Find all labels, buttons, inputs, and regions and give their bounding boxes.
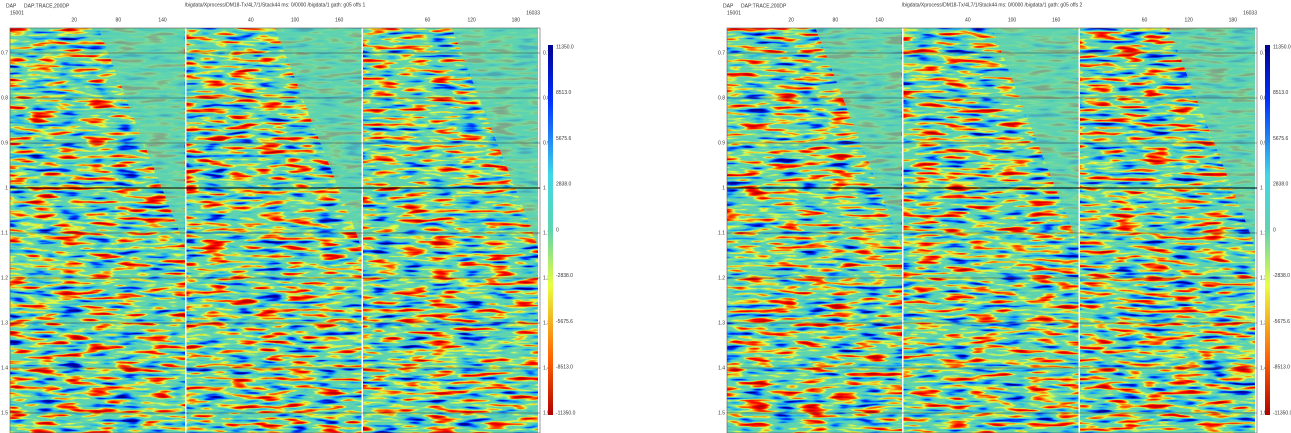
y-label-right: 1.5 <box>1260 410 1267 416</box>
y-label: 1.3 <box>718 320 725 326</box>
y-label-right: 0.9 <box>543 140 550 146</box>
colorbar-label: 11350.0 <box>1273 44 1291 50</box>
panel-title: /bigdata/Xprocess/DM18-Tx/4L7/1/Stack44 … <box>902 2 1083 8</box>
x-label: 40 <box>965 17 971 23</box>
y-label: 0.8 <box>1 95 8 101</box>
plot-frame <box>726 27 1258 433</box>
colorbar-label: -11350.0 <box>556 410 576 416</box>
colorbar-label: -8513.0 <box>556 365 573 371</box>
colorbar-label: -5675.6 <box>556 319 573 325</box>
y-label-right: 1.4 <box>1260 365 1267 371</box>
y-label-right: 1.2 <box>543 275 550 281</box>
y-label: 1.4 <box>1 365 8 371</box>
mute-zone <box>815 28 902 248</box>
y-label: 0.9 <box>718 140 725 146</box>
panel: DAP DAP:TRACE,200DP/bigdata/Xprocess/DM18… <box>1 2 576 433</box>
x-label: 180 <box>1229 17 1238 23</box>
colorbar-label: 5675.6 <box>1273 136 1289 142</box>
y-label-right: 0.7 <box>543 50 550 56</box>
y-label-right: 1.1 <box>543 230 550 236</box>
y-label-right: 1.3 <box>1260 320 1267 326</box>
colorbar-label: -11350.0 <box>1273 410 1291 416</box>
colorbar-label: 2838.0 <box>556 182 572 188</box>
y-label: 0.8 <box>718 95 725 101</box>
y-label-right: 0.8 <box>1260 95 1267 101</box>
x-label: 100 <box>291 17 300 23</box>
trace-end: 16033 <box>1243 10 1257 16</box>
header-path: DAP:TRACE,200DP <box>741 3 787 9</box>
colorbar-label: 8513.0 <box>556 90 572 96</box>
y-label-right: 1 <box>543 185 546 191</box>
y-label: 1 <box>722 185 725 191</box>
trace-start: 15001 <box>727 10 741 16</box>
y-label: 0.9 <box>1 140 8 146</box>
mute-zone <box>1168 28 1255 248</box>
y-label: 0.7 <box>718 50 725 56</box>
panel: DAP DAP:TRACE,200DP/bigdata/Xprocess/DM18… <box>718 2 1291 433</box>
colorbar-label: -2838.0 <box>556 273 573 279</box>
x-label: 100 <box>1008 17 1017 23</box>
colorbar-label: 0 <box>1273 227 1276 233</box>
y-label: 1.4 <box>718 365 725 371</box>
trace-start: 15001 <box>10 10 24 16</box>
y-label-right: 0.9 <box>1260 140 1267 146</box>
x-label: 40 <box>248 17 254 23</box>
colorbar <box>1265 45 1270 415</box>
x-label: 140 <box>158 17 167 23</box>
y-label: 1.5 <box>718 410 725 416</box>
panel-title: /bigdata/Xprocess/DM18-Tx/4L7/1/Stack44 … <box>185 2 366 8</box>
y-label: 1.1 <box>718 230 725 236</box>
colorbar <box>548 45 553 415</box>
y-label: 1.2 <box>1 275 8 281</box>
y-label: 1.3 <box>1 320 8 326</box>
x-label: 140 <box>875 17 884 23</box>
y-label-right: 1.4 <box>543 365 550 371</box>
y-label-right: 1 <box>1260 185 1263 191</box>
x-label: 20 <box>788 17 794 23</box>
colorbar-label: 8513.0 <box>1273 90 1289 96</box>
y-label-right: 1.1 <box>1260 230 1267 236</box>
y-label: 1 <box>5 185 8 191</box>
colorbar-label: -5675.6 <box>1273 319 1290 325</box>
colorbar-label: 5675.6 <box>556 136 572 142</box>
y-label: 0.7 <box>1 50 8 56</box>
plot-frame <box>9 27 541 433</box>
y-label: 1.5 <box>1 410 8 416</box>
colorbar-label: 11350.0 <box>556 44 574 50</box>
x-label: 120 <box>467 17 476 23</box>
x-label: 180 <box>512 17 521 23</box>
x-label: 120 <box>1184 17 1193 23</box>
x-label: 60 <box>425 17 431 23</box>
header-left: DAP <box>723 3 734 9</box>
y-label-right: 1.3 <box>543 320 550 326</box>
x-label: 160 <box>1052 17 1061 23</box>
header-left: DAP <box>6 3 17 9</box>
y-label: 1.2 <box>718 275 725 281</box>
mute-zone <box>992 28 1079 248</box>
trace-end: 16033 <box>526 10 540 16</box>
colorbar-label: 0 <box>556 227 559 233</box>
mute-zone <box>98 28 185 248</box>
y-label-right: 1.5 <box>543 410 550 416</box>
mute-zone <box>275 28 362 248</box>
x-label: 160 <box>335 17 344 23</box>
colorbar-label: 2838.0 <box>1273 182 1289 188</box>
y-label-right: 1.2 <box>1260 275 1267 281</box>
colorbar-label: -8513.0 <box>1273 365 1290 371</box>
x-label: 20 <box>71 17 77 23</box>
x-label: 80 <box>833 17 839 23</box>
header-path: DAP:TRACE,200DP <box>24 3 70 9</box>
y-label-right: 0.8 <box>543 95 550 101</box>
x-label: 80 <box>116 17 122 23</box>
mute-zone <box>451 28 538 248</box>
colorbar-label: -2838.0 <box>1273 273 1290 279</box>
y-label: 1.1 <box>1 230 8 236</box>
y-label-right: 0.7 <box>1260 50 1267 56</box>
x-label: 60 <box>1142 17 1148 23</box>
